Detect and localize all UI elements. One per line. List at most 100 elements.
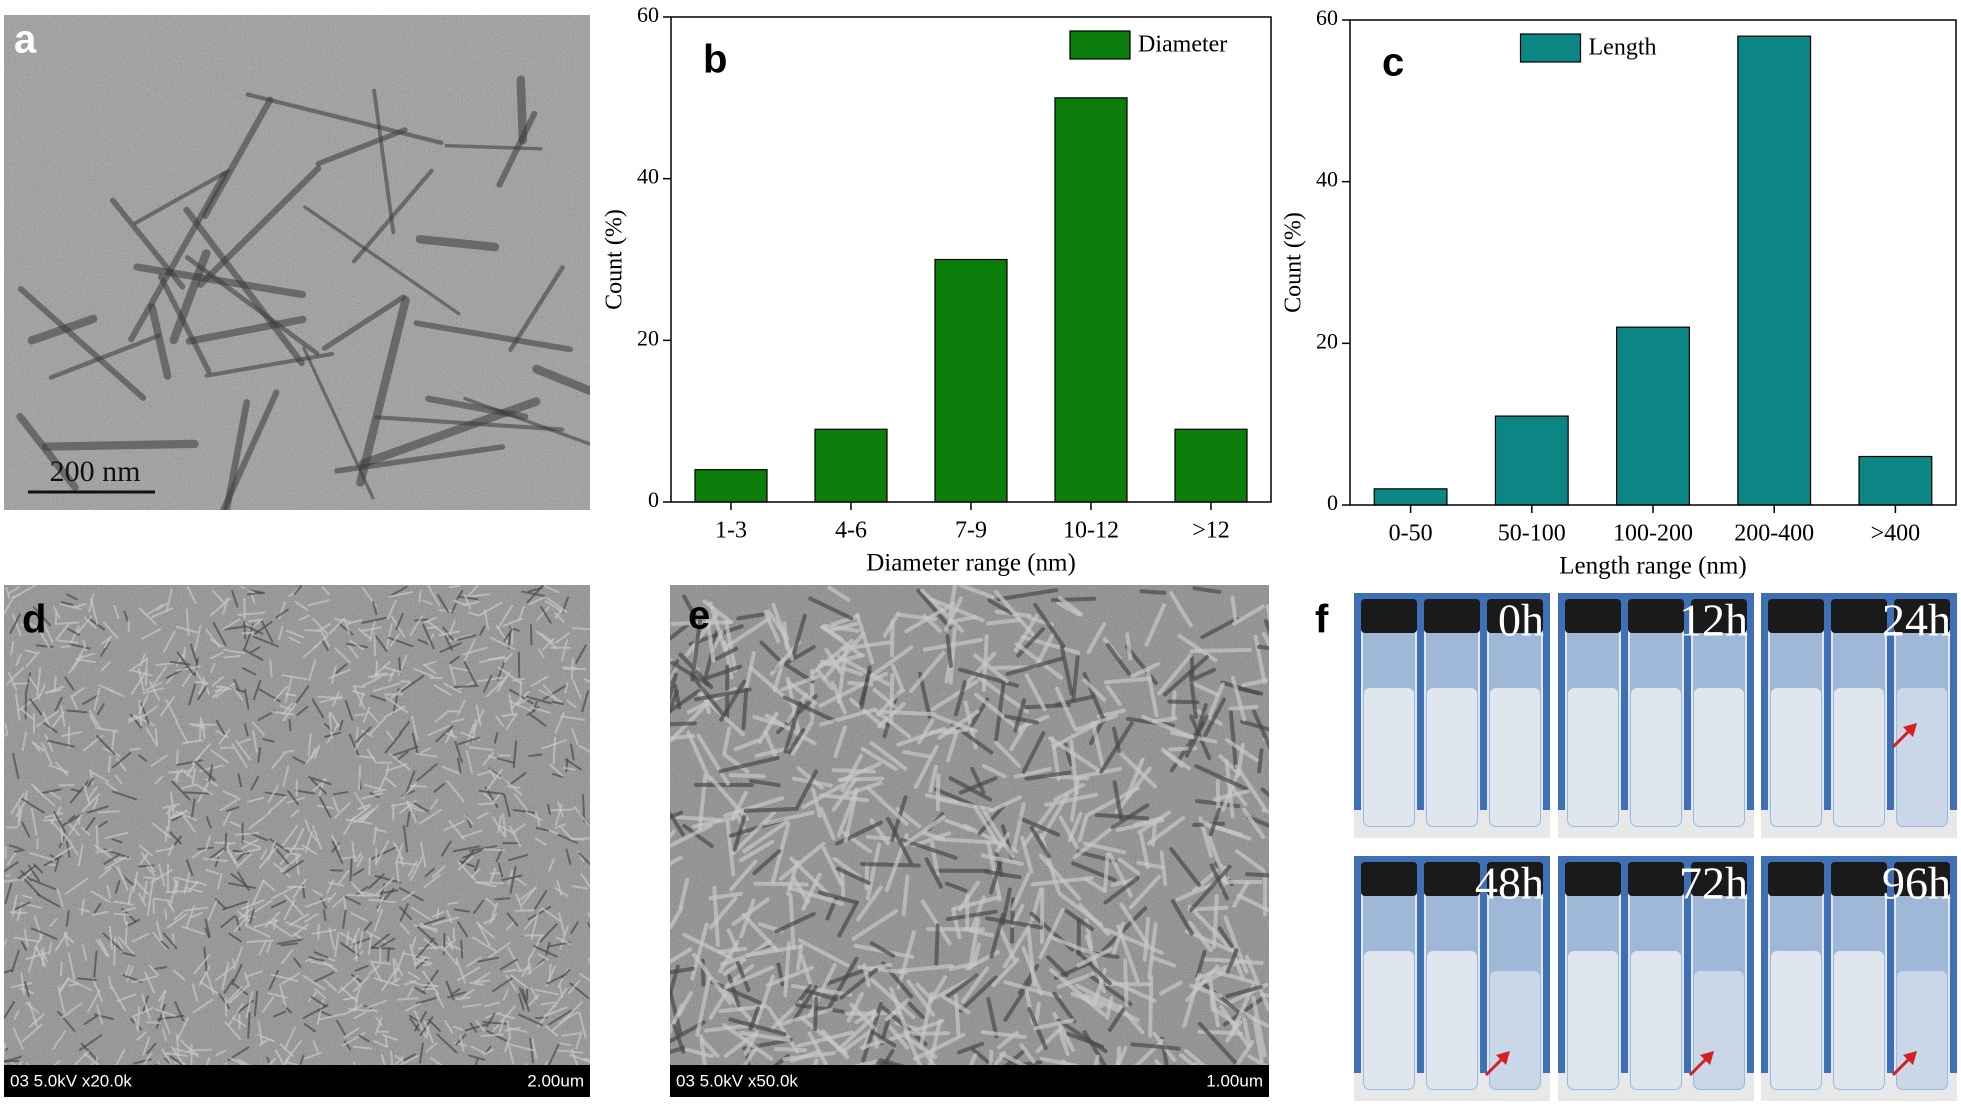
- fiber: [133, 1017, 139, 1030]
- fiber: [517, 966, 532, 973]
- fiber: [12, 585, 36, 599]
- fiber: [111, 986, 127, 1012]
- fiber: [186, 756, 200, 777]
- fiber: [483, 1048, 494, 1056]
- nanofiber: [351, 168, 434, 264]
- fiber: [106, 884, 112, 899]
- fiber: [510, 974, 528, 989]
- panel-label: f: [1315, 598, 1329, 642]
- fiber: [1189, 647, 1252, 654]
- fiber: [1075, 949, 1112, 986]
- fiber: [202, 857, 229, 862]
- fiber: [85, 817, 96, 831]
- fiber: [163, 630, 176, 653]
- fiber: [423, 937, 438, 950]
- fiber: [1049, 968, 1094, 1006]
- fiber: [171, 1046, 186, 1065]
- fiber: [1185, 964, 1220, 1002]
- fiber: [182, 739, 204, 745]
- fiber: [332, 791, 349, 796]
- fiber: [741, 687, 749, 731]
- fiber: [234, 847, 261, 855]
- fiber: [989, 857, 1004, 895]
- fiber: [248, 811, 271, 830]
- fiber: [236, 852, 252, 869]
- fiber: [739, 1030, 791, 1043]
- fiber: [1058, 892, 1104, 927]
- fiber: [371, 933, 390, 949]
- nanofiber: [302, 346, 375, 500]
- fiber: [303, 1023, 317, 1033]
- fiber: [157, 989, 167, 1002]
- fiber: [539, 923, 558, 943]
- fiber: [1225, 948, 1239, 976]
- fiber: [470, 1045, 486, 1055]
- fiber: [763, 810, 815, 826]
- fiber: [521, 988, 530, 1012]
- fiber: [400, 923, 410, 935]
- fiber: [141, 628, 162, 640]
- fiber: [517, 886, 537, 902]
- fiber: [116, 993, 136, 1003]
- fiber: [54, 696, 63, 712]
- fiber: [670, 988, 683, 1036]
- x-tick-label: 1-3: [715, 518, 747, 544]
- fiber: [92, 797, 99, 810]
- fiber: [241, 631, 254, 635]
- fiber: [436, 1033, 458, 1054]
- fiber: [489, 867, 497, 883]
- fiber: [856, 885, 883, 922]
- fiber: [93, 1013, 115, 1020]
- fiber: [102, 621, 119, 640]
- fiber: [235, 915, 241, 931]
- fiber: [357, 890, 382, 897]
- fiber: [1074, 983, 1122, 1010]
- fiber: [244, 688, 250, 710]
- fiber: [258, 845, 278, 869]
- fiber: [233, 946, 243, 968]
- fiber: [860, 861, 921, 868]
- fiber: [897, 612, 938, 622]
- fiber: [36, 710, 60, 727]
- fiber: [1018, 816, 1061, 837]
- fiber: [353, 735, 365, 751]
- fiber: [682, 594, 697, 618]
- fiber: [450, 987, 461, 996]
- fiber: [345, 818, 373, 825]
- liquid: [1490, 971, 1540, 1089]
- fiber: [836, 1012, 879, 1052]
- fiber: [374, 672, 388, 676]
- fiber: [309, 832, 318, 842]
- fiber: [320, 630, 331, 648]
- fiber: [436, 908, 440, 920]
- fiber: [556, 879, 563, 896]
- fiber: [347, 644, 359, 659]
- fiber: [224, 832, 228, 852]
- fiber: [509, 866, 517, 894]
- fiber: [155, 847, 173, 853]
- fiber: [68, 655, 84, 674]
- fiber: [427, 585, 441, 607]
- fiber: [529, 706, 552, 714]
- fiber: [690, 673, 725, 717]
- fiber: [475, 1019, 486, 1032]
- fiber: [985, 916, 1044, 930]
- fiber: [796, 1030, 854, 1048]
- fiber: [455, 996, 471, 1001]
- fiber: [1224, 759, 1235, 819]
- fiber: [165, 673, 176, 685]
- fiber: [12, 1027, 24, 1050]
- fiber: [507, 1042, 515, 1065]
- fiber: [973, 653, 1009, 684]
- fiber: [743, 806, 799, 813]
- fiber: [994, 680, 1006, 742]
- fiber: [1005, 656, 1065, 677]
- fiber: [55, 623, 70, 641]
- fiber: [1232, 604, 1265, 626]
- fiber: [1217, 926, 1234, 948]
- cap: [1768, 862, 1824, 896]
- fiber: [104, 831, 129, 839]
- fiber: [1004, 1049, 1025, 1065]
- fiber: [307, 776, 332, 786]
- fiber: [434, 712, 448, 723]
